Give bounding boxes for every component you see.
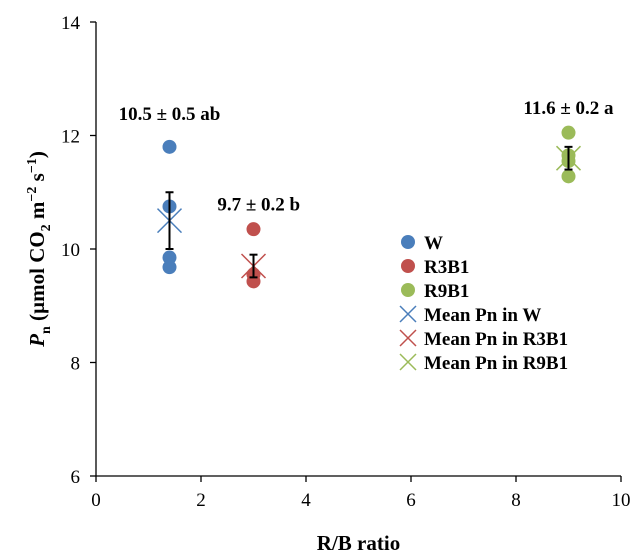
x-tick-label: 10 xyxy=(612,490,631,511)
legend-item-mean-pn-in-r3b1: Mean Pn in R3B1 xyxy=(399,329,568,350)
data-point-r9b1 xyxy=(561,169,576,184)
x-tick-label: 2 xyxy=(196,490,206,511)
y-tick-label: 8 xyxy=(71,354,81,375)
legend-label: Mean Pn in W xyxy=(424,305,541,326)
data-label: 9.7 ± 0.2 b xyxy=(217,195,300,216)
legend-swatch xyxy=(401,235,415,249)
y-axis-title-part: −2 xyxy=(25,187,40,202)
legend-item-w: W xyxy=(401,233,443,254)
y-axis-title-part: n xyxy=(39,326,54,334)
y-axis-title-part: ) xyxy=(25,151,49,158)
data-point-w xyxy=(162,139,177,154)
x-tick-label: 6 xyxy=(406,490,416,511)
legend-swatch-stroke-b xyxy=(399,329,417,347)
legend-item-r3b1: R3B1 xyxy=(401,257,469,278)
y-axis-title-part: m xyxy=(25,201,49,224)
annotations: 10.5 ± 0.5 ab 9.7 ± 0.2 b 11.6 ± 0.2 a xyxy=(119,98,614,215)
data-point-r3b1 xyxy=(246,222,261,237)
y-axis-title-part: (µmol CO xyxy=(25,231,49,326)
x-tick-label: 8 xyxy=(511,490,521,511)
y-axis-title-part: s xyxy=(25,173,49,186)
legend-label: W xyxy=(424,233,443,254)
x-axis-title: R/B ratio xyxy=(317,531,400,553)
data-point-r9b1 xyxy=(561,125,576,140)
legend-swatch xyxy=(401,259,415,273)
x-tick-label: 0 xyxy=(91,490,101,511)
data-label: 11.6 ± 0.2 a xyxy=(523,98,614,119)
legend-item-mean-pn-in-w: Mean Pn in W xyxy=(399,305,541,326)
legend-label: Mean Pn in R3B1 xyxy=(424,329,568,350)
y-axis-title-part: 2 xyxy=(39,224,54,231)
data-point-w xyxy=(162,260,177,275)
legend-item-r9b1: R9B1 xyxy=(401,281,469,302)
y-tick-label: 10 xyxy=(61,240,80,261)
y-axis-title-part: P xyxy=(25,334,49,348)
data-point-w xyxy=(162,250,177,265)
x-tick-label: 4 xyxy=(301,490,311,511)
series-mean-pn-in-r3b1 xyxy=(240,253,267,279)
data-marks xyxy=(156,125,582,289)
legend-swatch-stroke-b xyxy=(399,353,417,371)
y-tick-label: 6 xyxy=(71,467,81,488)
legend-swatch-stroke-b xyxy=(399,305,417,323)
axes: 6 8 10 12 14 0 2 4 6 8 10 xyxy=(61,13,631,511)
y-axis-title: Pn (µmol CO2 m−2 s−1) xyxy=(25,151,54,348)
data-label: 10.5 ± 0.5 ab xyxy=(119,104,221,125)
legend-label: R9B1 xyxy=(424,281,469,302)
legend-item-mean-pn-in-r9b1: Mean Pn in R9B1 xyxy=(399,353,568,374)
y-axis-title-part: −1 xyxy=(25,158,40,173)
series-mean-pn-in-w xyxy=(156,191,183,250)
series-mean-pn-in-r9b1 xyxy=(555,145,582,171)
legend: W R3B1 R9B1 Mean Pn in W Mean Pn in R3B1 Mean… xyxy=(399,233,568,374)
legend-swatch xyxy=(401,283,415,297)
y-tick-label: 12 xyxy=(61,127,80,148)
legend-label: R3B1 xyxy=(424,257,469,278)
y-tick-label: 14 xyxy=(61,13,81,34)
legend-label: Mean Pn in R9B1 xyxy=(424,353,568,374)
